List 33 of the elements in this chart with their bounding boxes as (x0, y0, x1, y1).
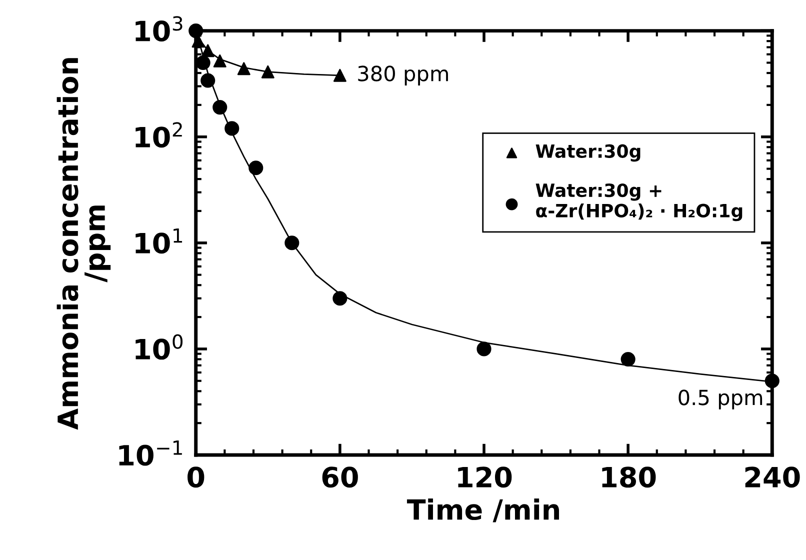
y-axis-title: Ammonia concentration /ppm (56, 58, 111, 430)
point (284, 236, 300, 250)
point (620, 352, 636, 367)
legend-label: Water:30g (536, 144, 640, 162)
point (224, 121, 240, 136)
point (201, 44, 214, 58)
point (476, 342, 492, 356)
annotation: 380 ppm (358, 66, 448, 86)
x-tick-label: 240 (745, 466, 800, 488)
y-tick-label: 10$^{1}$ (136, 228, 182, 254)
x-tick-label: 0 (188, 466, 204, 488)
point (248, 160, 264, 176)
x-axis-title: Time /min (406, 498, 559, 522)
point (192, 34, 205, 48)
point (200, 73, 216, 88)
point (212, 100, 228, 115)
legend-label: Water:30g + α-Zr(HPO₄)₂ · H₂O:1g (536, 183, 742, 222)
point (196, 55, 210, 70)
y-tick-label: 10$^{3}$ (136, 16, 182, 42)
y-tick-label: 10$^{2}$ (136, 122, 182, 148)
point (332, 291, 348, 306)
x-tick-label: 120 (458, 466, 512, 488)
x-tick-label: 60 (322, 466, 358, 488)
y-tick-label: 10$^{0}$ (136, 334, 183, 360)
point (764, 374, 780, 388)
annotation: 0.5 ppm (678, 390, 762, 410)
point (237, 62, 250, 76)
point (333, 68, 346, 82)
point (261, 65, 274, 78)
y-tick-label: 10$^{−1}$ (119, 440, 182, 466)
x-tick-label: 180 (602, 466, 656, 488)
point (188, 24, 204, 38)
point (213, 54, 226, 68)
